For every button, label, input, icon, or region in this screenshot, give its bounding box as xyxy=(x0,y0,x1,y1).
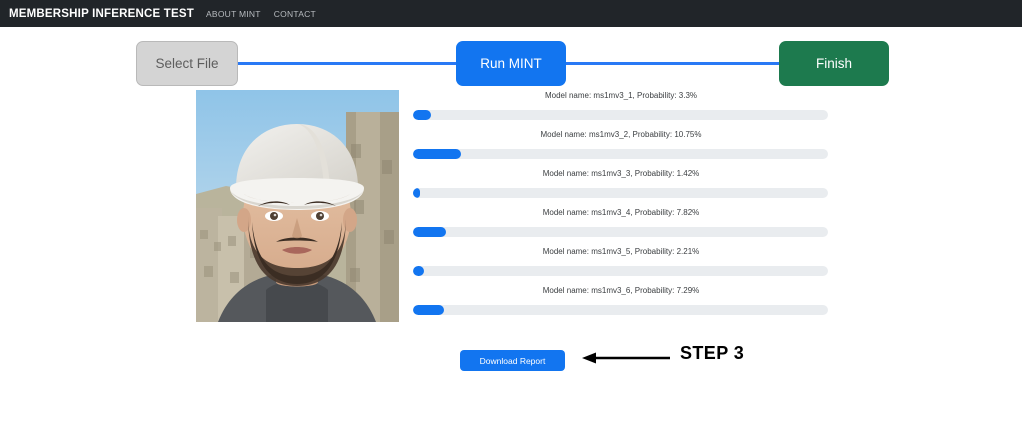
bar-track-ms1mv3-4 xyxy=(413,227,828,237)
probability-bar-row: Model name: ms1mv3_2, Probability: 10.75… xyxy=(413,127,829,166)
bar-fill-ms1mv3-6 xyxy=(413,305,444,315)
download-report-button[interactable]: Download Report xyxy=(460,350,565,371)
brand-title: MEMBERSHIP INFERENCE TEST xyxy=(9,7,194,20)
bar-label-ms1mv3-3: Model name: ms1mv3_3, Probability: 1.42% xyxy=(542,169,700,178)
bar-fill-ms1mv3-2 xyxy=(413,149,461,159)
bar-fill-ms1mv3-4 xyxy=(413,227,446,237)
uploaded-photo xyxy=(196,90,399,322)
step-3-annotation: STEP 3 xyxy=(580,343,780,377)
top-navbar: MEMBERSHIP INFERENCE TEST ABOUT MINT CON… xyxy=(0,0,1022,27)
bar-track-ms1mv3-1 xyxy=(413,110,828,120)
stepper-connector-2 xyxy=(566,62,782,65)
bar-fill-ms1mv3-5 xyxy=(413,266,424,276)
progress-stepper: Select File Run MINT Finish xyxy=(136,41,889,86)
bar-label-ms1mv3-2: Model name: ms1mv3_2, Probability: 10.75… xyxy=(540,130,702,139)
bar-fill-ms1mv3-3 xyxy=(413,188,420,198)
bar-track-ms1mv3-3 xyxy=(413,188,828,198)
bar-label-ms1mv3-4: Model name: ms1mv3_4, Probability: 7.82% xyxy=(542,208,700,217)
stepper-connector-1 xyxy=(236,62,458,65)
left-arrow-icon xyxy=(582,352,670,364)
bar-track-ms1mv3-6 xyxy=(413,305,828,315)
probability-bar-row: Model name: ms1mv3_6, Probability: 7.29% xyxy=(413,283,829,322)
nav-link-contact[interactable]: CONTACT xyxy=(273,8,316,19)
bar-fill-ms1mv3-1 xyxy=(413,110,431,120)
probability-bar-row: Model name: ms1mv3_3, Probability: 1.42% xyxy=(413,166,829,205)
probability-bar-row: Model name: ms1mv3_4, Probability: 7.82% xyxy=(413,205,829,244)
bar-track-ms1mv3-5 xyxy=(413,266,828,276)
bar-label-ms1mv3-1: Model name: ms1mv3_1, Probability: 3.3% xyxy=(544,91,698,100)
step-select-file-button[interactable]: Select File xyxy=(136,41,238,86)
step-finish-button[interactable]: Finish xyxy=(779,41,889,86)
step-3-label: STEP 3 xyxy=(680,343,745,363)
nav-links: ABOUT MINT CONTACT xyxy=(206,9,316,19)
bar-track-ms1mv3-2 xyxy=(413,149,828,159)
step-run-mint-button[interactable]: Run MINT xyxy=(456,41,566,86)
nav-link-about-mint[interactable]: ABOUT MINT xyxy=(205,8,261,19)
probability-bar-row: Model name: ms1mv3_5, Probability: 2.21% xyxy=(413,244,829,283)
bar-label-ms1mv3-6: Model name: ms1mv3_6, Probability: 7.29% xyxy=(542,286,700,295)
bar-label-ms1mv3-5: Model name: ms1mv3_5, Probability: 2.21% xyxy=(542,247,700,256)
results-panel: Model name: ms1mv3_1, Probability: 3.3% … xyxy=(196,88,829,326)
probability-bars-list: Model name: ms1mv3_1, Probability: 3.3% … xyxy=(413,88,829,322)
probability-bar-row: Model name: ms1mv3_1, Probability: 3.3% xyxy=(413,88,829,127)
